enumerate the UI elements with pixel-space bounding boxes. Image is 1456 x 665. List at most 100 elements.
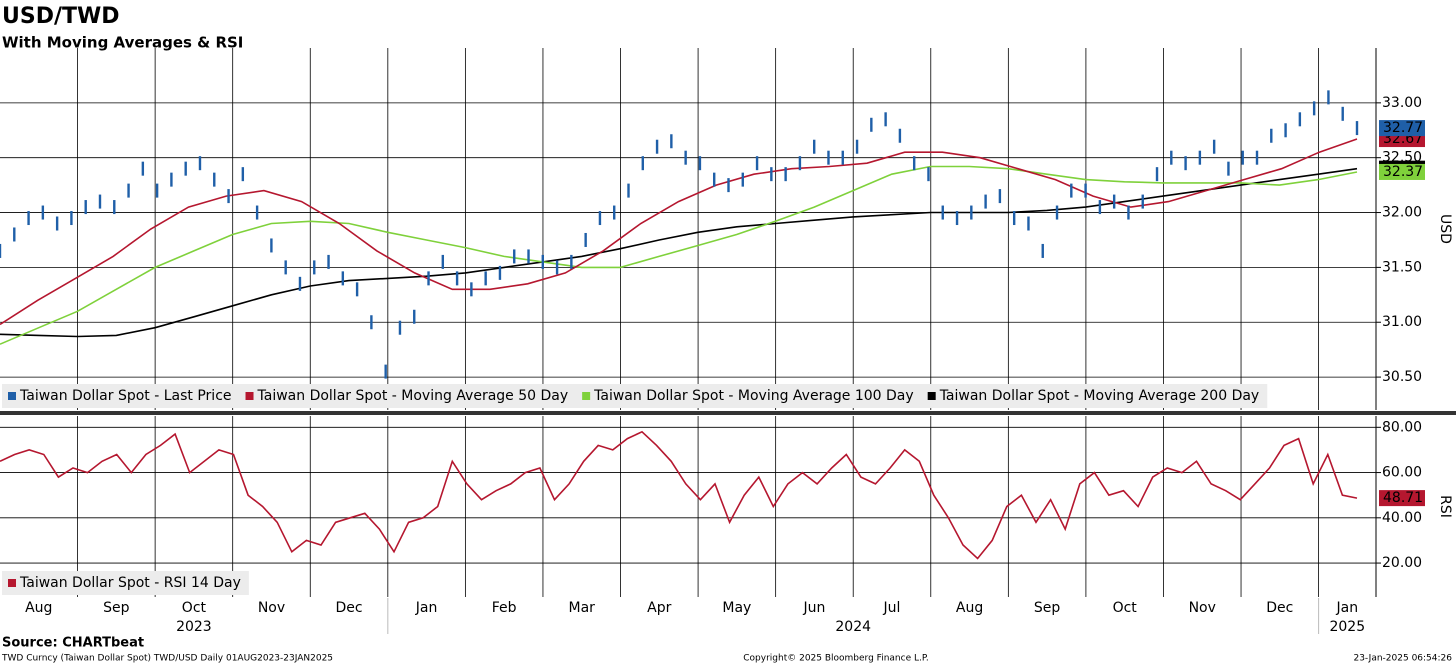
- price-bar: [341, 271, 345, 286]
- price-bar: [741, 172, 744, 187]
- series-line: [0, 430, 1358, 560]
- y-tick-label: 80.00: [1382, 419, 1422, 435]
- year-label: 2024: [835, 619, 871, 635]
- price-bar: [998, 189, 1002, 204]
- price-bar: [970, 205, 973, 220]
- price-bar: [298, 276, 302, 291]
- price-bar: [1084, 183, 1087, 198]
- price-bar: [513, 249, 516, 264]
- price-bar: [1027, 216, 1030, 231]
- price-bar: [813, 139, 816, 154]
- price-bar: [284, 260, 287, 275]
- price-bar: [1270, 128, 1273, 143]
- legend-label: Taiwan Dollar Spot - Moving Average 100 …: [593, 388, 914, 404]
- price-bar: [155, 183, 159, 198]
- price-bar: [1184, 156, 1187, 171]
- price-bar: [1170, 150, 1173, 165]
- price-bar: [1227, 161, 1230, 176]
- x-tick-label: Nov: [258, 600, 285, 616]
- price-bar: [841, 150, 844, 165]
- last-value-label: 32.77: [1383, 120, 1423, 136]
- x-tick-label: Jul: [883, 600, 901, 616]
- series-line: [0, 138, 1358, 326]
- price-bar: [170, 172, 173, 187]
- price-bar: [684, 150, 687, 165]
- y-tick-label: 20.00: [1382, 555, 1422, 571]
- price-bar: [41, 205, 45, 220]
- price-bar: [1141, 194, 1144, 209]
- x-tick-label: Dec: [1266, 600, 1293, 616]
- legend-swatch: [582, 392, 591, 400]
- price-bar: [527, 249, 530, 264]
- y-tick-label: 30.50: [1382, 369, 1422, 385]
- price-bar: [70, 211, 73, 226]
- x-tick-label: Jan: [415, 600, 438, 616]
- price-bar: [912, 156, 916, 171]
- y-axis-label: USD: [1437, 214, 1453, 244]
- price-bar: [98, 194, 102, 209]
- price-bar: [484, 271, 487, 286]
- price-bar: [941, 205, 944, 220]
- chart-title: USD/TWD: [2, 4, 120, 29]
- price-bar: [198, 156, 202, 171]
- legend-swatch: [245, 392, 254, 400]
- price-bar: [784, 167, 787, 182]
- price-bar: [713, 172, 716, 187]
- price-bar: [755, 156, 759, 171]
- x-tick-label: Apr: [647, 600, 671, 616]
- legend-swatch: [927, 392, 936, 400]
- price-bar: [1012, 211, 1016, 226]
- price-bar: [927, 167, 930, 182]
- price-bar: [255, 205, 259, 220]
- price-bar: [955, 211, 959, 226]
- price-bar: [113, 200, 116, 215]
- x-tick-label: Sep: [103, 600, 130, 616]
- last-value-tag: [1379, 163, 1425, 180]
- x-tick-label: Nov: [1189, 600, 1216, 616]
- price-bar: [584, 232, 587, 247]
- price-bar: [413, 309, 416, 324]
- x-tick-label: Dec: [335, 600, 362, 616]
- year-label: 2023: [176, 619, 212, 635]
- price-bar: [55, 216, 59, 231]
- price-bar: [727, 178, 730, 193]
- price-bar: [827, 150, 830, 165]
- price-bar: [898, 128, 902, 143]
- price-bar: [470, 282, 473, 297]
- legend-label: Taiwan Dollar Spot - Moving Average 200 …: [939, 388, 1260, 404]
- price-bar: [427, 271, 430, 286]
- price-bar: [798, 156, 802, 171]
- price-bar: [770, 167, 773, 182]
- price-bar: [498, 265, 502, 280]
- legend-label: Taiwan Dollar Spot - Moving Average 50 D…: [257, 388, 569, 404]
- legend-label: Taiwan Dollar Spot - RSI 14 Day: [19, 575, 241, 591]
- y-tick-label: 40.00: [1382, 510, 1422, 526]
- price-bar: [1284, 123, 1287, 138]
- description: TWD Curncy (Taiwan Dollar Spot) TWD/USD …: [1, 654, 333, 664]
- price-bar: [570, 254, 573, 269]
- y-tick-label: 31.00: [1382, 314, 1422, 330]
- legend-swatch: [8, 579, 16, 587]
- price-bar: [1298, 112, 1302, 127]
- x-tick-label: Oct: [1113, 600, 1138, 616]
- price-bar: [0, 243, 2, 258]
- x-tick-label: May: [722, 600, 751, 616]
- legend-background: [2, 571, 249, 595]
- price-bar: [598, 211, 602, 226]
- price-bar: [1155, 167, 1159, 182]
- price-bar: [1112, 194, 1116, 209]
- price-bar: [1212, 139, 1216, 154]
- price-bar: [455, 271, 459, 286]
- price-bar: [984, 194, 987, 209]
- price-bar: [884, 112, 887, 127]
- x-tick-label: Jun: [802, 600, 825, 616]
- legend-background: [2, 384, 1268, 408]
- price-bar: [655, 139, 659, 154]
- legend-label: Taiwan Dollar Spot - Last Price: [19, 388, 232, 404]
- x-tick-label: Mar: [569, 600, 596, 616]
- price-bar: [84, 200, 87, 215]
- price-bar: [141, 161, 145, 176]
- chart-subtitle: With Moving Averages & RSI: [2, 34, 243, 52]
- price-bar: [1355, 121, 1359, 136]
